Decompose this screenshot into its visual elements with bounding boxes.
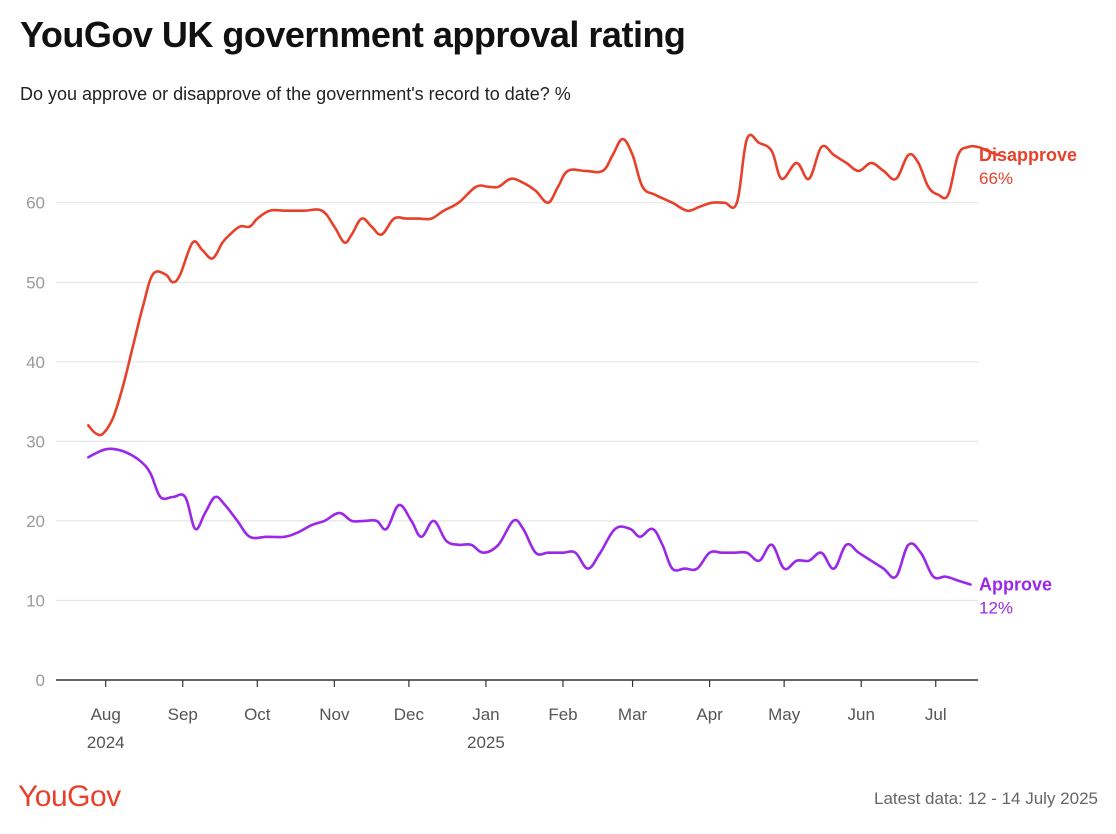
disapprove-latest-value: 66% (979, 169, 1013, 188)
grid-lines (56, 202, 978, 681)
x-tick-year-label: 2025 (467, 733, 505, 752)
x-tick-label: Jul (925, 705, 947, 724)
x-tick-label: Oct (244, 705, 271, 724)
x-tick-label: Mar (618, 705, 648, 724)
x-tick-label: Sep (168, 705, 198, 724)
series-lines (87, 133, 1000, 586)
y-tick-label: 0 (36, 671, 45, 690)
end-labels: Disapprove 66% Approve 12% (979, 145, 1077, 618)
disapprove-line (87, 133, 1000, 437)
y-axis-ticks: 0 10 20 30 40 50 60 (26, 194, 45, 690)
x-tick-label: Apr (696, 705, 723, 724)
y-tick-label: 30 (26, 432, 45, 451)
y-tick-label: 20 (26, 512, 45, 531)
x-tick-label: Jan (472, 705, 499, 724)
y-tick-label: 60 (26, 194, 45, 213)
disapprove-series-label: Disapprove (979, 145, 1077, 165)
x-tick-label: Dec (394, 705, 425, 724)
latest-data-note: Latest data: 12 - 14 July 2025 (874, 789, 1098, 808)
approve-series-label: Approve (979, 575, 1052, 595)
x-tick-year-label: 2024 (87, 733, 125, 752)
x-tick-label: Nov (319, 705, 350, 724)
x-tick-label: Jun (847, 705, 874, 724)
yougov-logo[interactable]: YouGov (18, 780, 121, 813)
x-tick-label: May (768, 705, 801, 724)
y-tick-label: 50 (26, 273, 45, 292)
x-tick-label: Aug (91, 705, 121, 724)
chart-subtitle: Do you approve or disapprove of the gove… (20, 84, 571, 104)
chart-title: YouGov UK government approval rating (20, 14, 686, 55)
approve-line (87, 447, 972, 586)
approve-latest-value: 12% (979, 599, 1013, 618)
y-tick-label: 40 (26, 353, 45, 372)
x-tick-label: Feb (548, 705, 577, 724)
x-axis-ticks: Aug 2024 Sep Oct Nov Dec Jan 2025 Feb Mar Apr May Ju… (87, 680, 947, 752)
y-tick-label: 10 (26, 591, 45, 610)
